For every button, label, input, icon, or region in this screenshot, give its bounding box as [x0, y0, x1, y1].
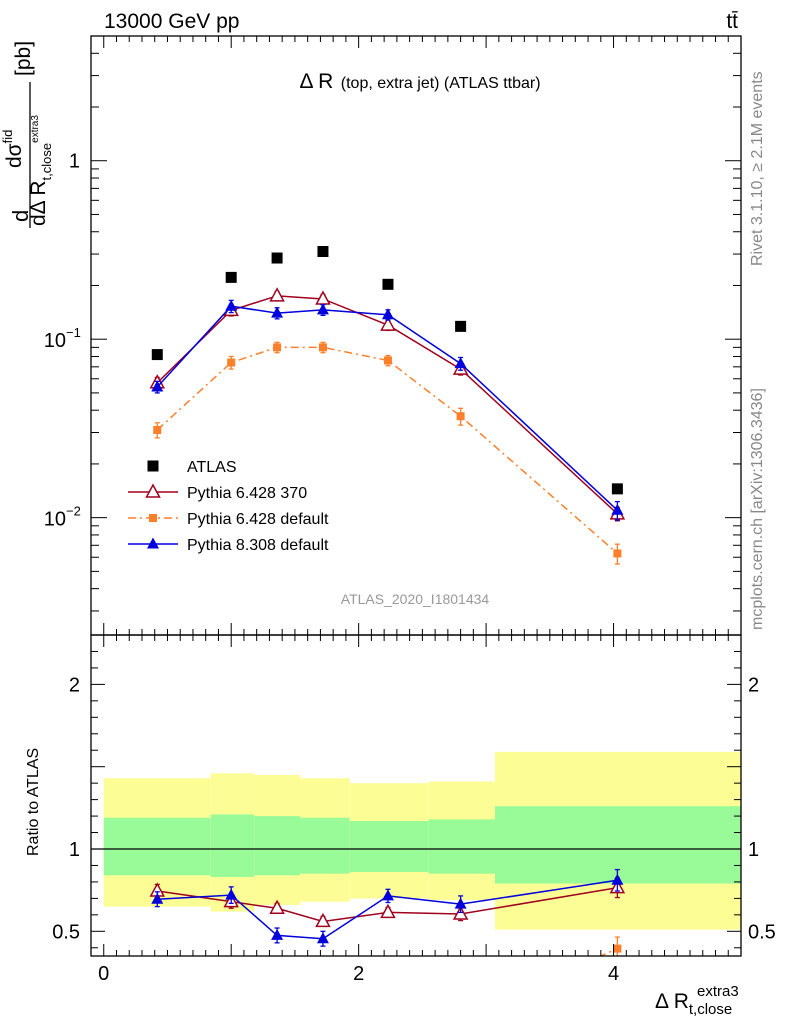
main-point-pythia-8-308-default	[381, 308, 394, 320]
main-point-pythia-6-428-default	[227, 358, 236, 367]
main-point-pythia-6-428-default	[383, 356, 392, 365]
ratio-point-pythia-6-428-370	[380, 903, 396, 919]
axis-ticks	[91, 35, 742, 956]
legend-label: Pythia 6.428 370	[187, 485, 307, 502]
legend-label: Pythia 6.428 default	[187, 511, 329, 528]
source-label: mcplots.cern.ch [arXiv:1306.3436]	[749, 388, 766, 630]
ratio-band-inner	[103, 817, 211, 876]
legend: ATLAS Pythia 6.428 370 Pythia 6.428 defaul…	[128, 459, 329, 554]
ratio-series	[149, 868, 626, 956]
main-y-axis-label: d dσfid dΔ Rt,closeextra3 [pb]	[0, 41, 54, 228]
ratio-band-inner	[428, 819, 496, 874]
main-point-pythia-8-308-default	[225, 299, 238, 311]
main-point-pythia-8-308-default	[611, 503, 624, 515]
ratio-point-pythia-8-308-default	[225, 888, 238, 900]
ratio-y-tick-label-right: 1	[748, 839, 759, 861]
main-point-atlas	[151, 349, 163, 361]
y-tick-label: 1	[69, 151, 80, 173]
ratio-y-axis-label: Ratio to ATLAS	[25, 748, 42, 856]
legend-marker	[149, 514, 157, 522]
main-title-symbol: Δ R	[299, 70, 333, 93]
main-point-pythia-8-308-default	[454, 357, 467, 369]
ylabel-numerator: dσfid	[0, 130, 26, 168]
x-tick-label: 2	[353, 963, 364, 985]
main-point-pythia-6-428-370	[380, 316, 396, 331]
ratio-bands	[103, 751, 741, 930]
x-tick-label: 4	[608, 963, 619, 985]
ratio-y-tick-label: 0.5	[52, 921, 80, 943]
main-point-pythia-6-428-default	[273, 343, 282, 352]
legend-marker	[147, 537, 159, 549]
main-point-atlas	[317, 246, 329, 258]
x-axis-label: Δ Rt,close	[655, 990, 732, 1018]
main-point-atlas	[382, 278, 394, 290]
y-tick-label: 10	[44, 509, 66, 531]
main-point-pythia-6-428-default	[456, 412, 465, 421]
ratio-panel-frame	[90, 634, 742, 957]
x-tick-label: 0	[98, 963, 109, 985]
ratio-point-pythia-8-308-default	[611, 873, 624, 885]
main-point-pythia-8-308-default	[271, 306, 284, 318]
main-line-pythia-8-308-default	[156, 305, 618, 511]
ratio-y-tick-label-right: 2	[748, 674, 759, 696]
legend-marker	[145, 483, 161, 498]
y-tick-label-exponent: −2	[66, 504, 81, 519]
legend-label: Pythia 8.308 default	[187, 537, 329, 554]
legend-label: ATLAS	[187, 459, 237, 476]
main-point-atlas	[455, 320, 467, 332]
main-point-pythia-6-428-default	[153, 425, 162, 434]
main-point-atlas	[271, 252, 283, 264]
x-axis-label-sup: extra3	[697, 983, 739, 1000]
main-title: Δ R (top, extra jet) (ATLAS ttbar)	[299, 70, 540, 93]
main-point-pythia-6-428-370	[269, 287, 285, 302]
ylabel-prefix: d	[8, 210, 33, 222]
ratio-point-pythia-6-428-370	[269, 899, 285, 915]
ratio-point-pythia-6-428-default	[613, 944, 622, 953]
ratio-y-tick-label: 2	[69, 674, 80, 696]
main-title-sub: (top, extra jet) (ATLAS ttbar)	[341, 75, 541, 92]
legend-marker	[147, 460, 159, 472]
ylabel-denominator: dΔ Rt,closeextra3	[27, 115, 54, 226]
ratio-point-pythia-8-308-default	[151, 892, 164, 904]
ratio-point-pythia-6-428-370	[315, 912, 331, 928]
ratio-point-pythia-8-308-default	[271, 928, 284, 940]
ratio-band-inner	[210, 814, 255, 877]
ratio-band-inner	[300, 817, 350, 874]
y-tick-label: 10	[44, 330, 66, 352]
ratio-point-pythia-8-308-default	[381, 889, 394, 901]
process-label: tt̄	[726, 10, 738, 33]
analysis-label: ATLAS_2020_I1801434	[341, 591, 490, 607]
main-point-pythia-6-428-default	[613, 549, 622, 558]
energy-label: 13000 GeV pp	[104, 10, 239, 33]
rivet-label: Rivet 3.1.10, ≥ 2.1M events	[749, 71, 766, 266]
ratio-y-tick-label-right: 0.5	[748, 921, 776, 943]
main-point-atlas	[225, 271, 237, 283]
main-point-pythia-6-428-default	[318, 343, 327, 352]
ratio-band-inner	[349, 821, 429, 873]
main-point-pythia-8-308-default	[316, 303, 329, 315]
y-tick-label-exponent: −1	[66, 325, 81, 340]
ratio-y-tick-label: 1	[69, 839, 80, 861]
ylabel-unit: [pb]	[12, 41, 35, 76]
main-point-atlas	[611, 483, 623, 495]
main-series	[149, 246, 626, 565]
main-point-pythia-8-308-default	[151, 380, 164, 392]
ratio-point-pythia-8-308-default	[454, 897, 467, 909]
ratio-point-pythia-8-308-default	[316, 932, 329, 944]
ratio-band-inner	[254, 816, 301, 876]
